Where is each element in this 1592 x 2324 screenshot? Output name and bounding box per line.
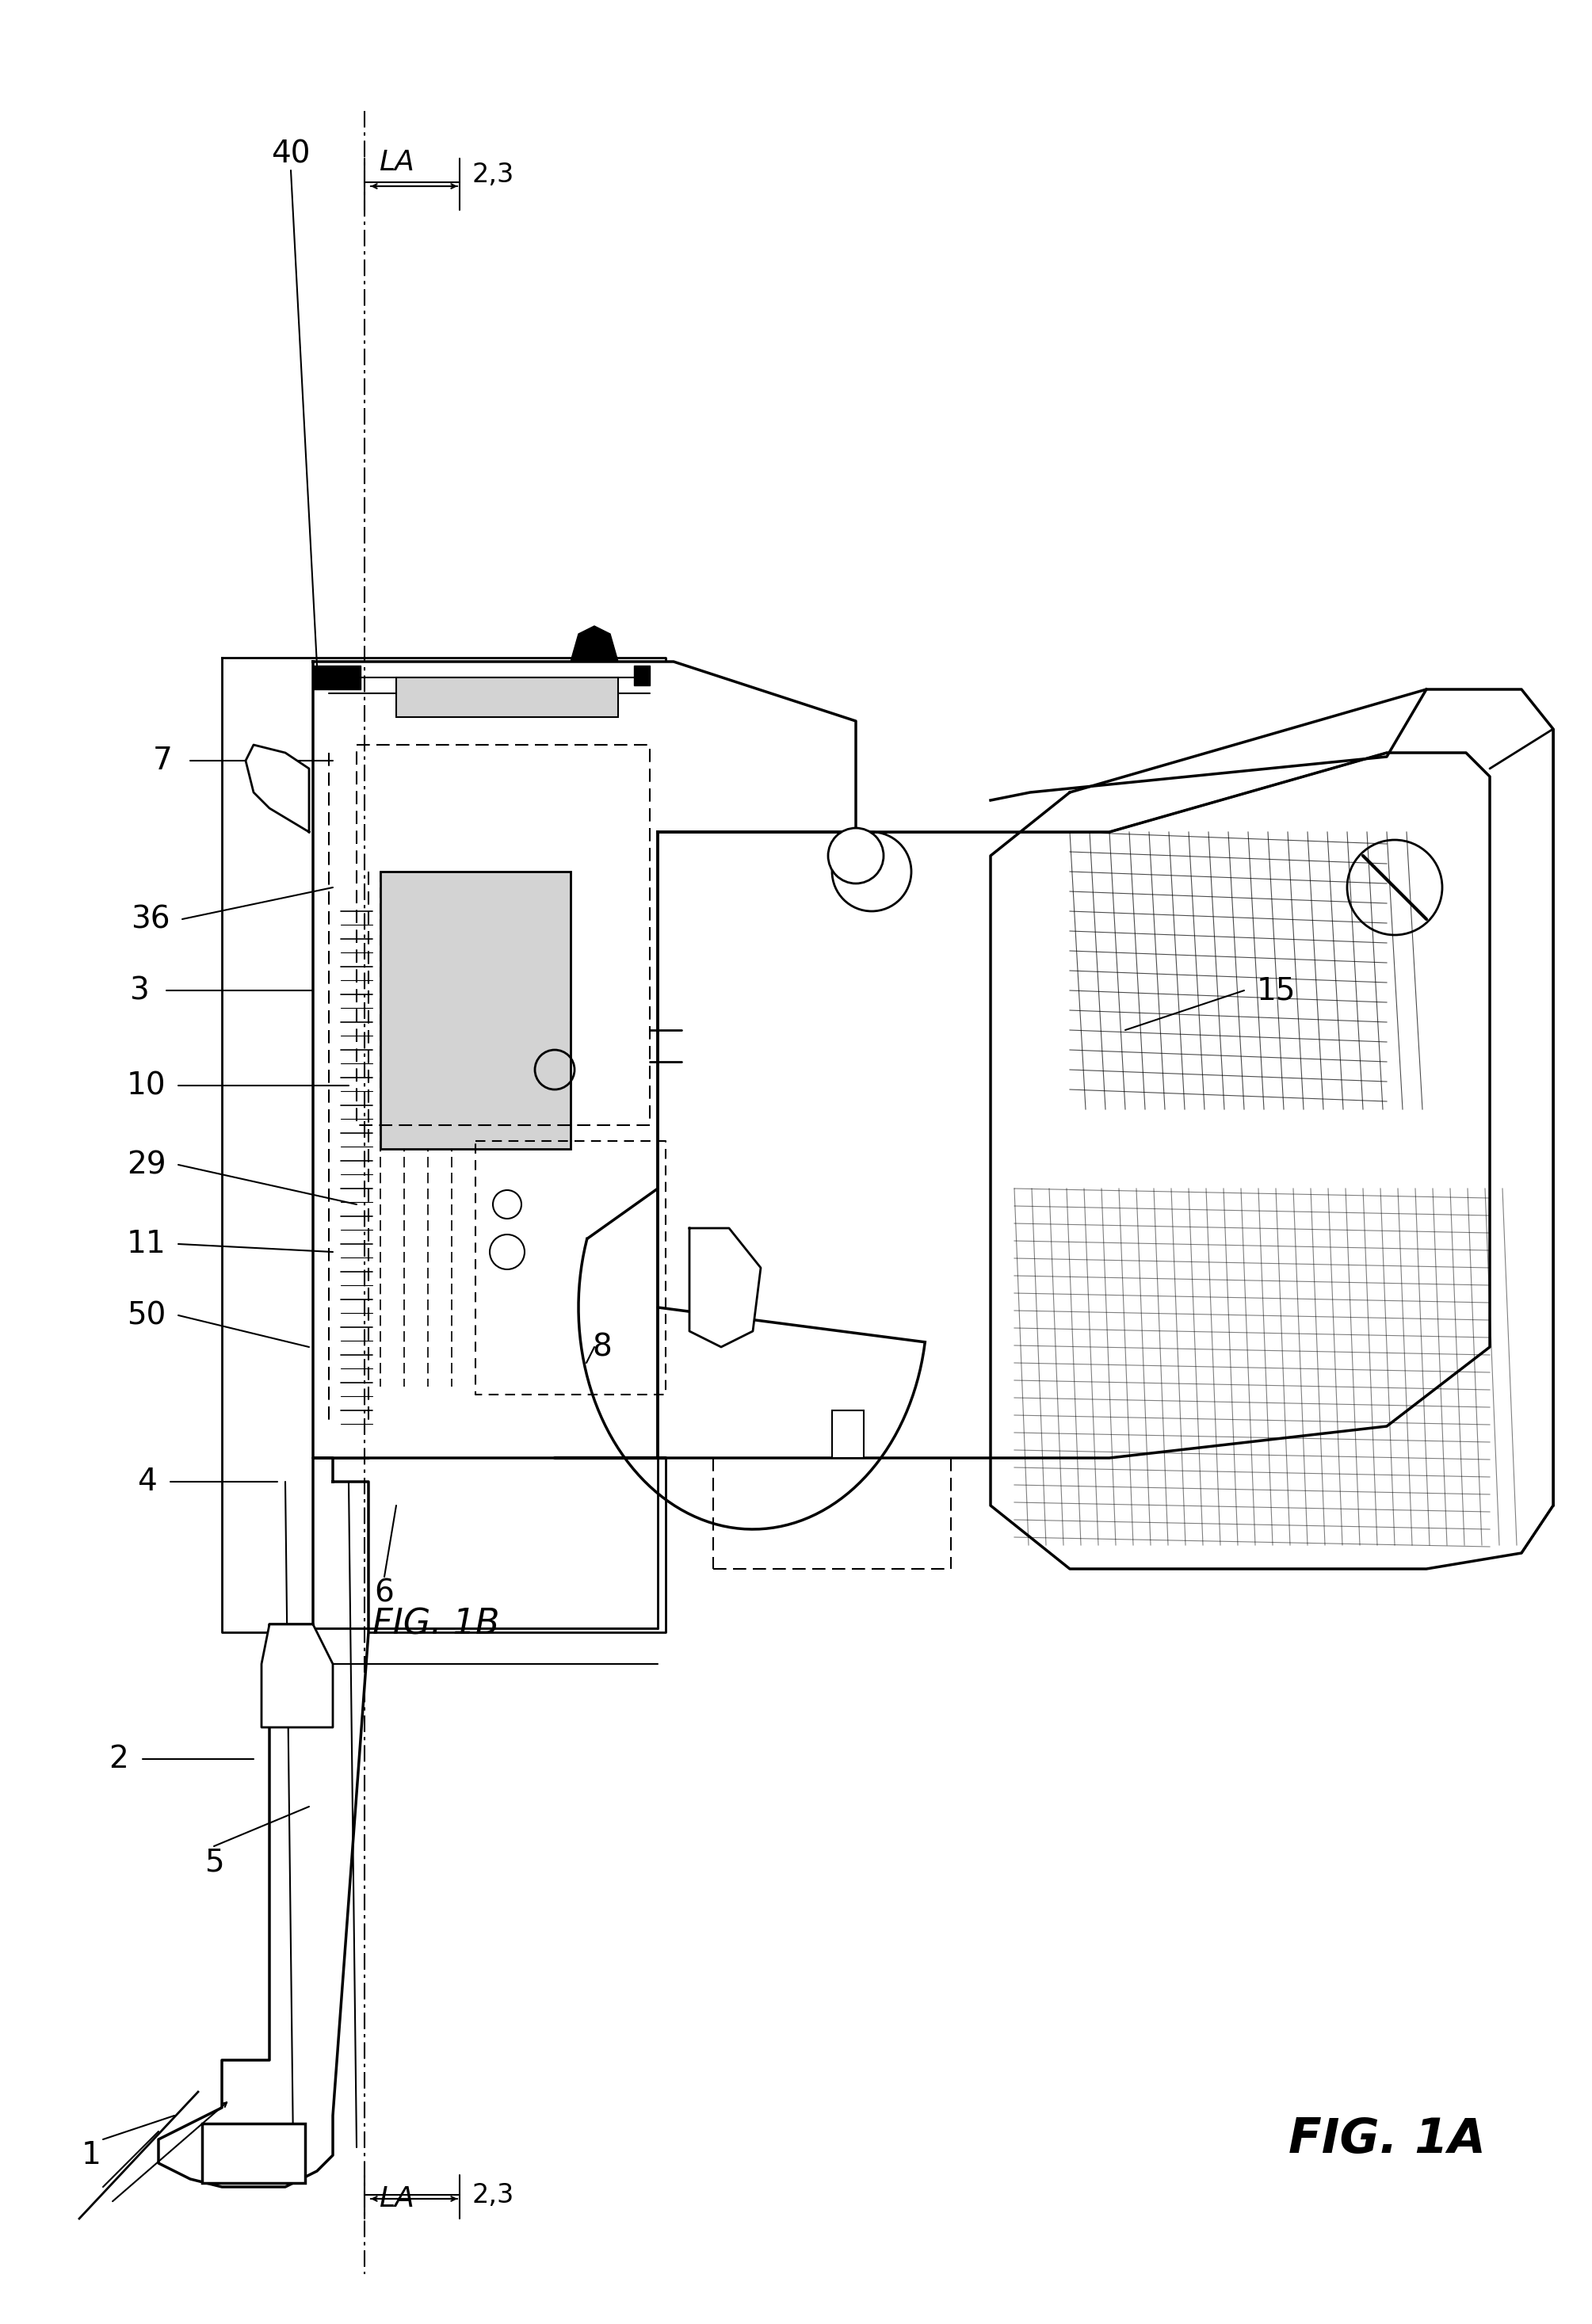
Text: 2: 2 bbox=[110, 1743, 129, 1773]
Bar bbox=[396, 679, 618, 718]
Text: 3: 3 bbox=[129, 976, 148, 1006]
Bar bbox=[634, 665, 650, 686]
Polygon shape bbox=[159, 1457, 368, 2187]
Polygon shape bbox=[689, 1227, 761, 1348]
Text: 6: 6 bbox=[374, 1578, 395, 1608]
Text: 8: 8 bbox=[592, 1332, 611, 1362]
Text: FIG. 1B: FIG. 1B bbox=[373, 1608, 500, 1641]
Polygon shape bbox=[261, 1624, 333, 1727]
Text: 29: 29 bbox=[127, 1150, 166, 1181]
Text: 2,3: 2,3 bbox=[471, 160, 514, 188]
Text: FIG. 1A: FIG. 1A bbox=[1288, 2117, 1485, 2164]
Text: 5: 5 bbox=[204, 1848, 224, 1878]
Text: 15: 15 bbox=[1256, 976, 1296, 1006]
Bar bbox=[202, 2124, 306, 2182]
Polygon shape bbox=[657, 753, 1490, 1457]
Text: 36: 36 bbox=[131, 904, 170, 934]
Text: 11: 11 bbox=[127, 1229, 166, 1260]
Text: 7: 7 bbox=[153, 746, 172, 776]
Polygon shape bbox=[314, 662, 856, 1457]
Text: 4: 4 bbox=[137, 1466, 156, 1497]
Text: LA: LA bbox=[379, 149, 414, 177]
Bar bbox=[314, 665, 360, 690]
Text: 40: 40 bbox=[271, 139, 310, 170]
Polygon shape bbox=[570, 625, 618, 662]
Text: 1: 1 bbox=[81, 2140, 100, 2171]
Text: 10: 10 bbox=[127, 1071, 166, 1102]
Polygon shape bbox=[245, 744, 309, 832]
Bar bbox=[833, 1411, 864, 1457]
Text: 50: 50 bbox=[127, 1299, 166, 1329]
Text: LA: LA bbox=[379, 2185, 414, 2212]
Circle shape bbox=[828, 827, 884, 883]
Polygon shape bbox=[990, 690, 1554, 1569]
Text: 2,3: 2,3 bbox=[471, 2182, 514, 2208]
Bar bbox=[380, 872, 570, 1148]
